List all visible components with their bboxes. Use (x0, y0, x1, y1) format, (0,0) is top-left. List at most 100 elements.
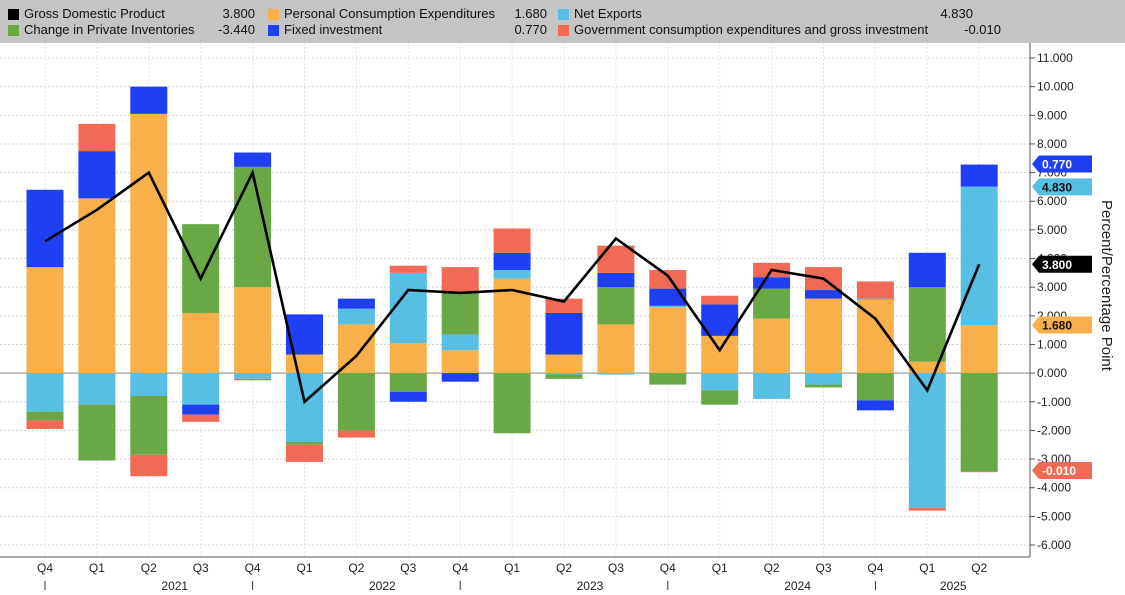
bar-gov (493, 228, 531, 253)
bar-pce (701, 335, 739, 374)
bar-pce (597, 324, 635, 374)
x-tick-label: Q1 (919, 561, 935, 575)
bar-pce (908, 361, 946, 374)
bar-inventories (597, 287, 635, 325)
bar-netexports (908, 373, 946, 508)
bar-fixed (78, 151, 116, 199)
legend-value-pce: 1.680 (514, 6, 547, 21)
tag-label-gdp: 3.800 (1042, 258, 1072, 272)
bar-fixed (545, 312, 583, 355)
bar-pce (78, 198, 116, 374)
y-tick-label: 8.000 (1037, 137, 1067, 151)
bar-pce (753, 318, 791, 374)
bar-pce (649, 307, 687, 374)
bar-netexports (337, 308, 375, 325)
bar-fixed (753, 277, 791, 289)
bar-fixed (908, 252, 946, 288)
year-label: 2024 (784, 579, 811, 593)
bar-pce (389, 343, 427, 374)
bar-netexports (493, 269, 531, 279)
legend-label-gdp: Gross Domestic Product (24, 6, 165, 21)
bar-gov (286, 444, 323, 462)
bar-gov (545, 298, 583, 313)
legend-swatch-pce (268, 9, 279, 20)
y-tick-label: 11.000 (1037, 51, 1073, 65)
y-tick-label: 3.000 (1037, 280, 1067, 294)
legend-swatch-fixed (268, 25, 279, 36)
x-tick-label: Q4 (867, 561, 883, 575)
bar-inventories (908, 287, 946, 362)
bar-netexports (389, 272, 427, 344)
y-tick-label: 5.000 (1037, 223, 1067, 237)
bar-inventories (26, 411, 64, 421)
bar-netexports (234, 373, 272, 379)
bar-inventories (856, 373, 894, 401)
x-tick-label: Q4 (37, 561, 53, 575)
y-tick-label: -1.000 (1037, 395, 1071, 409)
tag-label-gov: -0.010 (1042, 464, 1076, 478)
bar-gov (26, 420, 64, 429)
bar-fixed (649, 288, 687, 306)
y-tick-label: -6.000 (1037, 538, 1071, 552)
bar-gov (182, 414, 220, 422)
tag-fixed (1032, 155, 1092, 173)
gdp-line-layer (44, 168, 981, 405)
bar-netexports (182, 373, 220, 405)
bar-fixed (597, 272, 635, 288)
bar-gov (130, 454, 168, 477)
bars (26, 86, 998, 511)
bar-pce (286, 354, 323, 374)
x-tick-label: Q2 (764, 561, 780, 575)
bar-fixed (441, 373, 479, 382)
bar-gov (649, 269, 687, 289)
bar-pce (182, 312, 220, 374)
year-label: 2021 (161, 579, 188, 593)
y-axis-label: Percent/Percentage Point (1098, 200, 1115, 372)
bar-gov (78, 123, 116, 152)
bar-pce (337, 324, 375, 374)
bar-fixed (234, 152, 272, 167)
y-axis-title: Percent/Percentage Point (1098, 200, 1115, 372)
x-tick-label: Q3 (815, 561, 831, 575)
legend-label-gov: Government consumption expenditures and … (574, 22, 929, 37)
bar-pce (493, 278, 531, 374)
bar-inventories (493, 373, 531, 434)
bar-fixed (130, 86, 168, 114)
bar-pce (26, 267, 64, 374)
bar-netexports (805, 373, 842, 385)
bar-fixed (182, 404, 220, 415)
bar-gov (234, 378, 272, 381)
y-tick-label: -4.000 (1037, 481, 1071, 495)
bar-netexports (856, 298, 894, 301)
legend-label-netexports: Net Exports (574, 6, 642, 21)
bar-fixed (493, 252, 531, 270)
bar-gov (389, 265, 427, 273)
bar-pce (805, 298, 842, 374)
bar-fixed (389, 391, 427, 402)
bar-inventories (960, 373, 998, 472)
y-tick-label: 9.000 (1037, 108, 1067, 122)
bar-inventories (389, 373, 427, 392)
legend-value-inventories: -3.440 (218, 22, 255, 37)
bar-netexports (286, 373, 323, 442)
bar-inventories (753, 288, 791, 319)
y-tick-label: -2.000 (1037, 423, 1071, 437)
x-tick-label: Q2 (971, 561, 987, 575)
y-tick-label: 6.000 (1037, 194, 1067, 208)
tag-gdp (1032, 255, 1092, 273)
x-tick-label: Q4 (245, 561, 261, 575)
bar-inventories (286, 441, 323, 445)
year-label: 2022 (369, 579, 396, 593)
bar-gov (960, 471, 998, 473)
x-tick-label: Q3 (193, 561, 209, 575)
bar-fixed (337, 298, 375, 309)
bar-pce (545, 354, 583, 374)
bar-netexports (78, 373, 116, 405)
bar-netexports (597, 373, 635, 375)
y-tick-label: -5.000 (1037, 509, 1071, 523)
x-tick-label: Q1 (296, 561, 312, 575)
legend-swatch-netexports (558, 9, 569, 20)
legend-value-fixed: 0.770 (514, 22, 547, 37)
bar-gov (856, 281, 894, 299)
legend-swatch-inventories (8, 25, 19, 36)
